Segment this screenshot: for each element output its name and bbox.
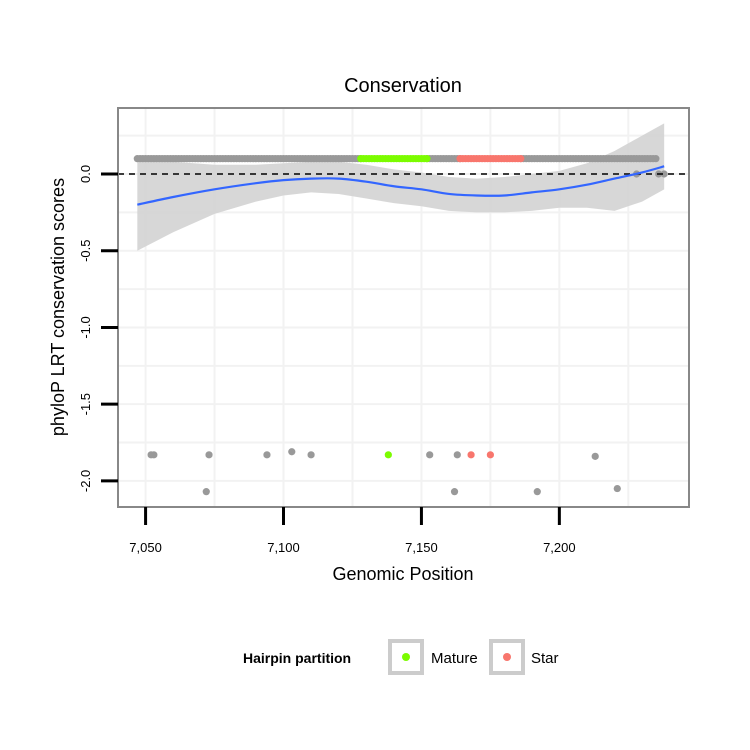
point-other bbox=[450, 488, 459, 496]
point-other bbox=[263, 451, 271, 459]
point-other bbox=[288, 448, 296, 456]
smooth-trend-line bbox=[137, 165, 665, 206]
legend-entry-star: Star bbox=[489, 639, 559, 675]
chart-title: Conservation bbox=[344, 75, 462, 97]
point-other bbox=[453, 451, 461, 459]
legend-swatch-mature bbox=[402, 653, 410, 661]
x-tick-label: 7,100 bbox=[267, 540, 300, 555]
point-other bbox=[591, 452, 599, 460]
x-tick-label: 7,200 bbox=[543, 540, 576, 555]
y-axis: 0.0 -0.5 -1.0 -1.5 -2.0 bbox=[78, 165, 118, 492]
point-other bbox=[660, 170, 668, 178]
point-star bbox=[467, 451, 475, 459]
point-star bbox=[517, 155, 525, 163]
point-mature bbox=[384, 451, 392, 459]
point-other bbox=[202, 488, 210, 496]
point-other bbox=[533, 488, 541, 496]
y-tick-label: 0.0 bbox=[78, 165, 93, 183]
point-star bbox=[486, 451, 494, 459]
legend-label-mature: Mature bbox=[431, 650, 478, 667]
y-tick-label: -1.5 bbox=[78, 393, 93, 415]
legend-swatch-star bbox=[503, 653, 511, 661]
point-other bbox=[150, 451, 158, 459]
x-tick-label: 7,150 bbox=[405, 540, 438, 555]
point-other bbox=[426, 451, 434, 459]
plot-panel-border bbox=[117, 107, 690, 508]
legend: Hairpin partition Mature Star bbox=[243, 639, 559, 675]
point-other bbox=[205, 451, 213, 459]
legend-entry-mature: Mature bbox=[388, 639, 478, 675]
x-axis-label: Genomic Position bbox=[332, 564, 473, 584]
y-tick-label: -0.5 bbox=[78, 240, 93, 262]
data-points bbox=[133, 155, 668, 496]
y-axis-label: phyloP LRT conservation scores bbox=[48, 178, 68, 436]
y-tick-label: -2.0 bbox=[78, 470, 93, 492]
point-mature bbox=[423, 155, 431, 163]
point-other bbox=[652, 155, 660, 163]
point-other bbox=[613, 484, 621, 493]
point-other bbox=[307, 451, 315, 459]
x-tick-label: 7,050 bbox=[129, 540, 162, 555]
y-tick-label: -1.0 bbox=[78, 316, 93, 338]
legend-title: Hairpin partition bbox=[243, 650, 351, 666]
legend-key-star bbox=[489, 639, 525, 675]
x-axis: 7,050 7,100 7,150 7,200 bbox=[129, 507, 576, 555]
legend-label-star: Star bbox=[531, 650, 559, 667]
